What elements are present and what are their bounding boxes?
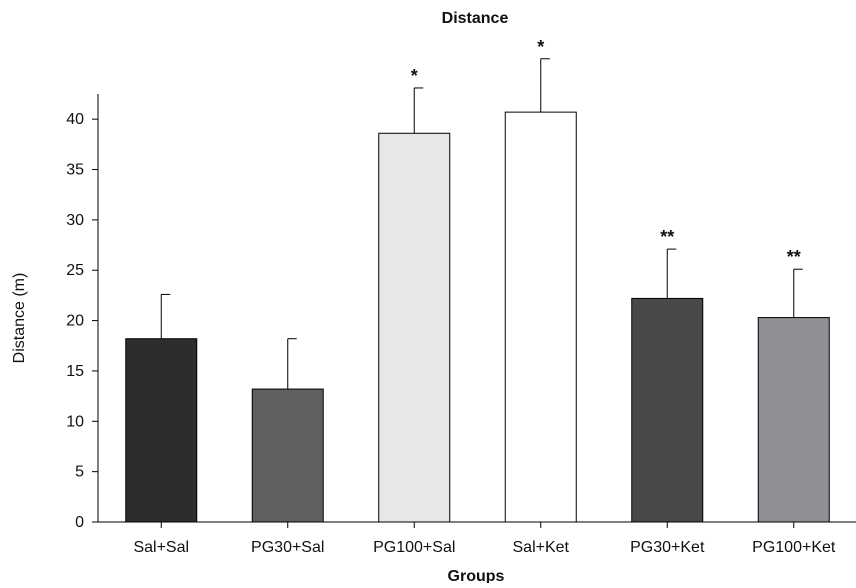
bar-sal-ket xyxy=(504,111,577,523)
x-tick-label: Sal+Sal xyxy=(133,539,189,556)
significance-mark: * xyxy=(537,37,544,57)
bar-pg100-ket xyxy=(757,317,830,523)
bar-pg30-sal xyxy=(251,388,324,523)
x-tick-label: PG30+Sal xyxy=(251,539,324,556)
bar-sal-sal xyxy=(125,338,198,523)
y-tick-label: 20 xyxy=(66,313,84,330)
y-tick-label: 35 xyxy=(66,162,84,179)
y-tick-label: 25 xyxy=(66,262,84,279)
bar-pg100-sal xyxy=(378,132,451,523)
significance-mark: ** xyxy=(660,227,674,247)
y-tick-label: 40 xyxy=(66,111,84,128)
significance-mark: ** xyxy=(787,247,801,267)
x-tick-label: PG100+Sal xyxy=(373,539,455,556)
x-tick-label: PG100+Ket xyxy=(752,539,836,556)
bar-pg30-ket xyxy=(631,297,704,523)
bars: ****** xyxy=(125,37,830,523)
x-tick-label: Sal+Ket xyxy=(513,539,570,556)
y-tick-label: 5 xyxy=(75,464,84,481)
y-tick-label: 30 xyxy=(66,212,84,229)
x-axis-label: Groups xyxy=(448,568,505,583)
significance-mark: * xyxy=(411,66,418,86)
y-tick-label: 0 xyxy=(75,514,84,531)
x-ticks: Sal+Sal PG30+Sal PG100+Sal Sal+Ket PG30+Ket P… xyxy=(133,522,836,556)
axes xyxy=(97,94,856,523)
y-ticks: 0 5 10 15 20 25 30 35 40 xyxy=(66,111,98,531)
x-tick-label: PG30+Ket xyxy=(630,539,705,556)
chart-title: Distance xyxy=(442,10,509,27)
y-tick-label: 15 xyxy=(66,363,84,380)
y-axis-label: Distance (m) xyxy=(11,273,28,364)
y-tick-label: 10 xyxy=(66,413,84,430)
